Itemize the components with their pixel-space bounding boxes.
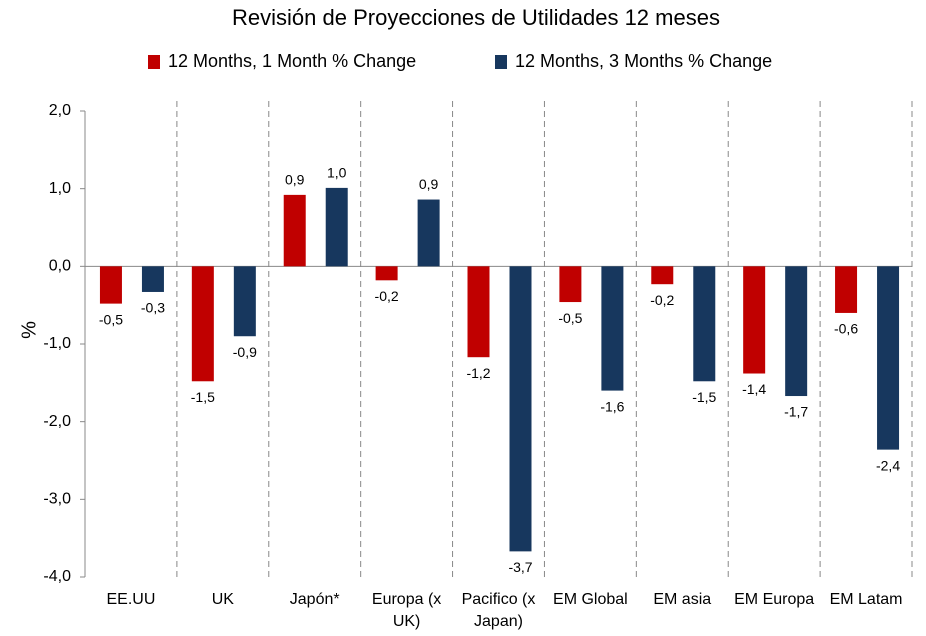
data-label: -0,3 — [141, 300, 165, 316]
data-label: -0,5 — [99, 311, 123, 327]
x-tick-label: EM Latam — [829, 591, 903, 608]
data-label: -0,6 — [834, 321, 858, 337]
bar — [141, 266, 164, 292]
x-tick-label: Pacifico (x Japan) — [461, 591, 536, 630]
x-tick-label: EE.UU — [106, 591, 156, 608]
x-tick-label: EM Europa — [734, 591, 815, 608]
bar — [417, 199, 440, 267]
y-axis-label: % — [18, 321, 40, 339]
bar — [559, 266, 582, 303]
bar — [743, 266, 766, 374]
x-tick-label: EM Global — [553, 591, 628, 608]
data-label: -3,7 — [508, 559, 532, 575]
bar — [467, 266, 490, 358]
bar — [693, 266, 716, 382]
bar — [191, 266, 214, 382]
x-tick-label: UK — [211, 591, 234, 608]
bar — [785, 266, 808, 397]
y-tick-label: 2,0 — [49, 102, 71, 119]
data-label: -0,2 — [650, 292, 674, 308]
legend-swatch — [148, 55, 160, 69]
data-label: -0,9 — [233, 344, 257, 360]
data-label: -0,2 — [375, 288, 399, 304]
y-tick-label: -2,0 — [43, 413, 71, 430]
bar — [877, 266, 900, 450]
data-label: 1,0 — [327, 165, 347, 181]
data-label: -0,5 — [558, 310, 582, 326]
bar — [651, 266, 674, 285]
data-label: -1,7 — [784, 404, 808, 420]
bar — [325, 187, 348, 267]
data-label: -1,2 — [466, 365, 490, 381]
y-tick-label: -4,0 — [43, 568, 71, 585]
y-tick-label: 0,0 — [49, 258, 71, 275]
legend-swatch — [495, 55, 507, 69]
data-label: -1,5 — [191, 389, 215, 405]
data-label: -2,4 — [876, 457, 900, 473]
data-label: -1,4 — [742, 381, 766, 397]
data-label: -1,6 — [600, 398, 624, 414]
y-tick-label: -3,0 — [43, 491, 71, 508]
bar — [233, 266, 256, 337]
bar — [601, 266, 624, 391]
chart-title: Revisión de Proyecciones de Utilidades 1… — [232, 5, 720, 30]
data-label: 0,9 — [419, 176, 439, 192]
bar — [835, 266, 858, 313]
x-tick-label: Japón* — [289, 591, 340, 608]
data-label: -1,5 — [692, 389, 716, 405]
bar — [375, 266, 398, 281]
data-label: 0,9 — [285, 172, 305, 188]
x-tick-label: Europa (x UK) — [371, 591, 442, 630]
bar — [509, 266, 532, 552]
y-tick-label: 1,0 — [49, 180, 71, 197]
legend-label: 12 Months, 1 Month % Change — [168, 51, 416, 71]
y-tick-label: -1,0 — [43, 335, 71, 352]
legend-label: 12 Months, 3 Months % Change — [515, 51, 772, 71]
bar — [99, 266, 122, 304]
bar — [283, 194, 306, 267]
x-tick-label: EM asia — [653, 591, 712, 608]
